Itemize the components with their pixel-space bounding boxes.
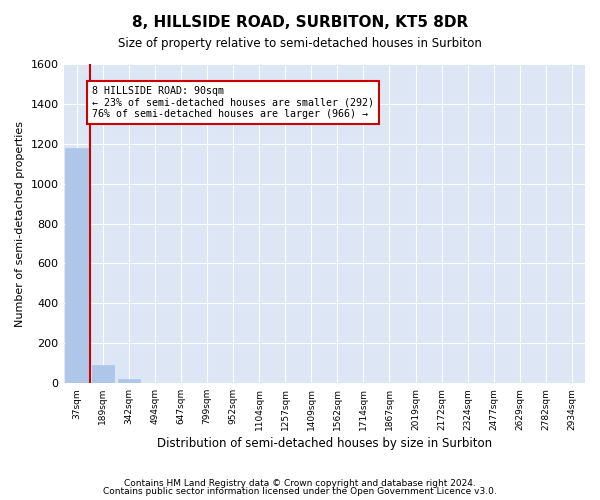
Text: 8 HILLSIDE ROAD: 90sqm
← 23% of semi-detached houses are smaller (292)
76% of se: 8 HILLSIDE ROAD: 90sqm ← 23% of semi-det… — [92, 86, 374, 119]
Bar — [92, 365, 114, 383]
Text: Size of property relative to semi-detached houses in Surbiton: Size of property relative to semi-detach… — [118, 38, 482, 51]
Bar — [118, 379, 140, 383]
Bar — [65, 148, 88, 383]
Text: 8, HILLSIDE ROAD, SURBITON, KT5 8DR: 8, HILLSIDE ROAD, SURBITON, KT5 8DR — [132, 15, 468, 30]
Text: Contains public sector information licensed under the Open Government Licence v3: Contains public sector information licen… — [103, 487, 497, 496]
Text: Contains HM Land Registry data © Crown copyright and database right 2024.: Contains HM Land Registry data © Crown c… — [124, 478, 476, 488]
Y-axis label: Number of semi-detached properties: Number of semi-detached properties — [15, 120, 25, 326]
X-axis label: Distribution of semi-detached houses by size in Surbiton: Distribution of semi-detached houses by … — [157, 437, 492, 450]
